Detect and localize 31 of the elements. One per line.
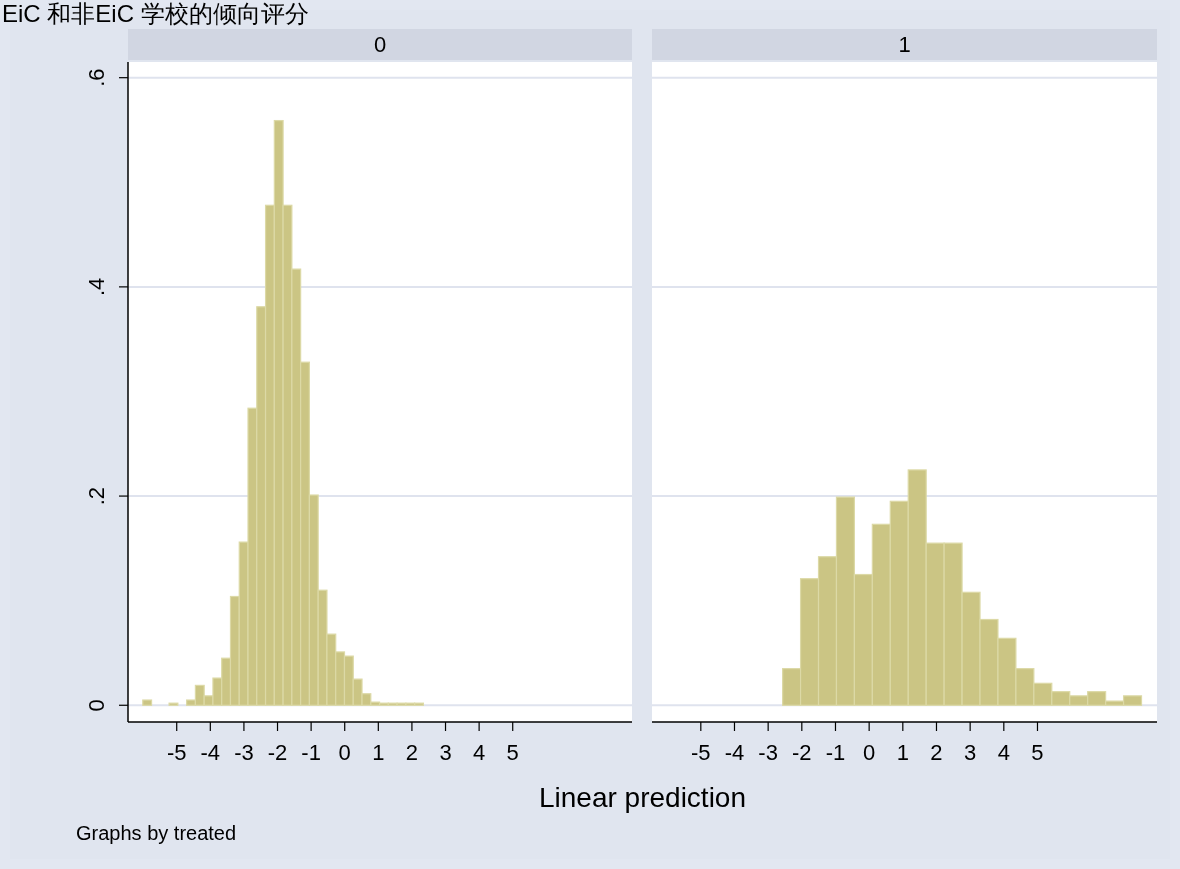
x-tick-label: 0 xyxy=(863,740,876,765)
y-tick-label: .2 xyxy=(84,486,109,506)
x-tick-label: 5 xyxy=(1031,740,1044,765)
x-tick-label: 1 xyxy=(372,740,385,765)
y-tick-label: .4 xyxy=(84,277,109,297)
x-tick-label: -5 xyxy=(166,740,187,765)
text: Graphs by treated xyxy=(76,822,237,844)
x-tick-label: -1 xyxy=(825,740,846,765)
y-tick-label: 0 xyxy=(84,699,109,712)
y-tick-label: .6 xyxy=(84,68,109,87)
x-tick-label: -5 xyxy=(691,740,711,765)
x-tick-label: -3 xyxy=(234,740,254,765)
x-tick-label: -3 xyxy=(758,740,778,765)
x-tick-label: -2 xyxy=(267,740,288,765)
x-tick-label: 0 xyxy=(338,740,351,765)
chart-title: EiC 和非EiC 学校的倾向评分 xyxy=(2,0,309,27)
x-tick-label: 2 xyxy=(930,740,943,765)
x-tick-label: -1 xyxy=(301,740,321,765)
x-tick-label: -4 xyxy=(724,740,745,765)
chart-subtitle: 0 xyxy=(373,32,387,57)
x-tick-label: 5 xyxy=(506,740,519,765)
x-tick-label: -4 xyxy=(200,740,221,765)
x-tick-label: 1 xyxy=(896,740,909,765)
x-tick-label: 2 xyxy=(405,740,419,765)
x-tick-label: 3 xyxy=(964,740,977,765)
x-tick-label: 4 xyxy=(997,740,1010,765)
x-tick-label: 4 xyxy=(472,740,486,765)
chart-subtitle: 1 xyxy=(898,32,911,57)
x-axis-title: Linear prediction xyxy=(538,782,747,813)
x-tick-label: 3 xyxy=(439,740,452,765)
x-tick-label: -2 xyxy=(792,740,812,765)
